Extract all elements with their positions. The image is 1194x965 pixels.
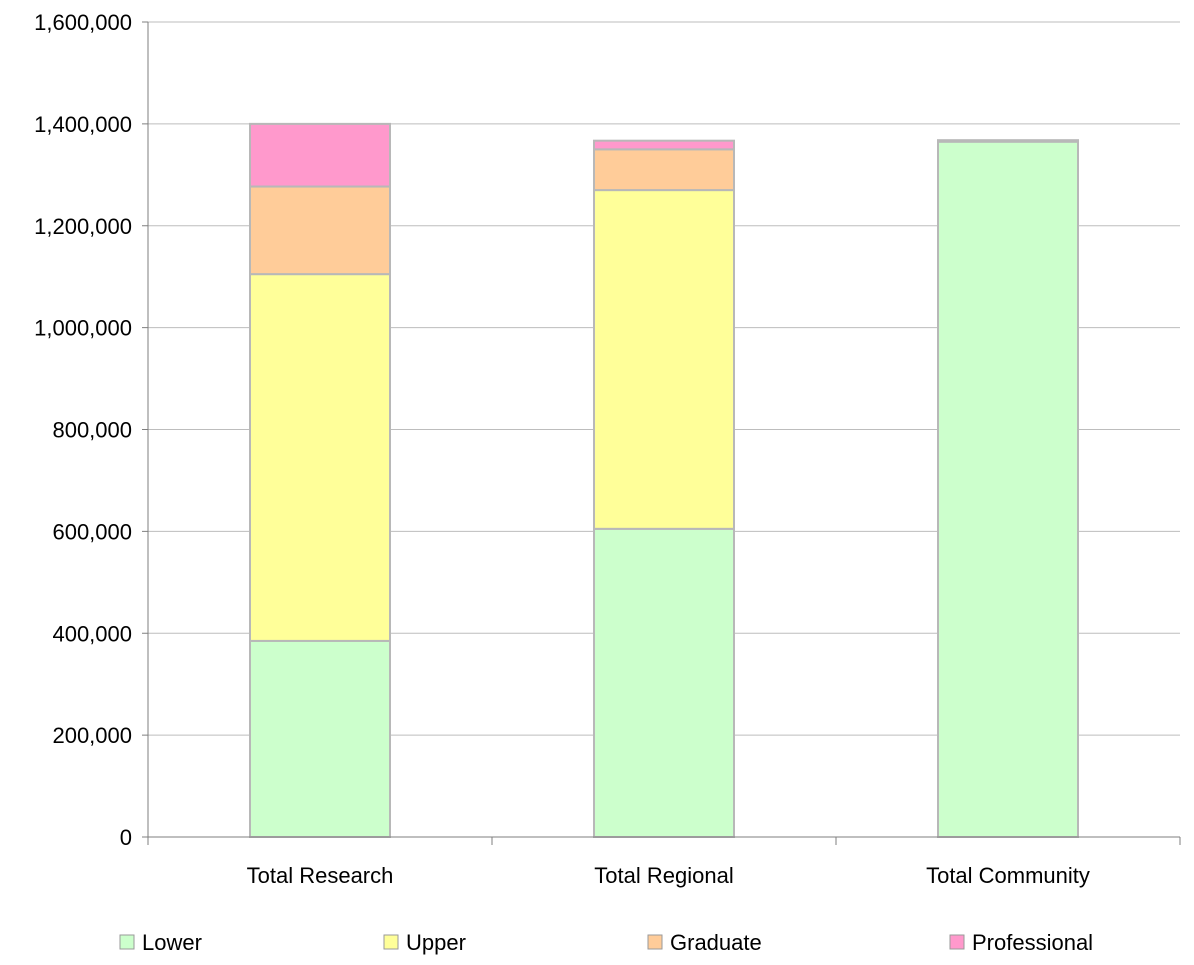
y-tick-label: 0 (120, 825, 132, 850)
y-tick-label: 1,600,000 (34, 10, 132, 35)
x-category-label: Total Community (926, 863, 1090, 888)
legend-swatch (949, 934, 965, 950)
legend-swatch (647, 934, 663, 950)
legend-swatch (119, 934, 135, 950)
legend-item-graduate: Graduate (647, 930, 762, 955)
bars (249, 122, 1079, 838)
x-category-label: Total Regional (594, 863, 733, 888)
legend-item-upper: Upper (383, 930, 466, 955)
bar-segment-professional (249, 122, 391, 188)
legend-swatch (383, 934, 399, 950)
legend-label: Professional (972, 930, 1093, 955)
bar-segment-graduate (593, 148, 735, 192)
y-tick-label: 1,200,000 (34, 214, 132, 239)
y-tick-label: 1,400,000 (34, 112, 132, 137)
legend-label: Upper (406, 930, 466, 955)
axes: 0 200,000 400,000 600,000 800,000 1,000,000 1,… (34, 10, 1181, 888)
y-tick-label: 800,000 (52, 418, 132, 443)
bar-segment-lower (249, 639, 391, 838)
legend-item-professional: Professional (949, 930, 1093, 955)
y-tick-label: 1,000,000 (34, 316, 132, 341)
bar-segment-upper (593, 189, 735, 530)
legend-label: Lower (142, 930, 202, 955)
y-tick-label: 400,000 (52, 621, 132, 646)
bar-segment-professional (937, 139, 1079, 143)
bar-segment-upper (249, 273, 391, 642)
x-category-label: Total Research (247, 863, 394, 888)
legend: Lower Upper Graduate Professional (119, 930, 1093, 955)
bar-segment-graduate (249, 185, 391, 276)
bar-segment-lower (937, 140, 1079, 838)
legend-label: Graduate (670, 930, 762, 955)
y-tick-label: 200,000 (52, 723, 132, 748)
legend-item-lower: Lower (119, 930, 202, 955)
y-tick-label: 600,000 (52, 519, 132, 544)
bar-segment-professional (593, 139, 735, 151)
bar-segment-lower (593, 527, 735, 838)
